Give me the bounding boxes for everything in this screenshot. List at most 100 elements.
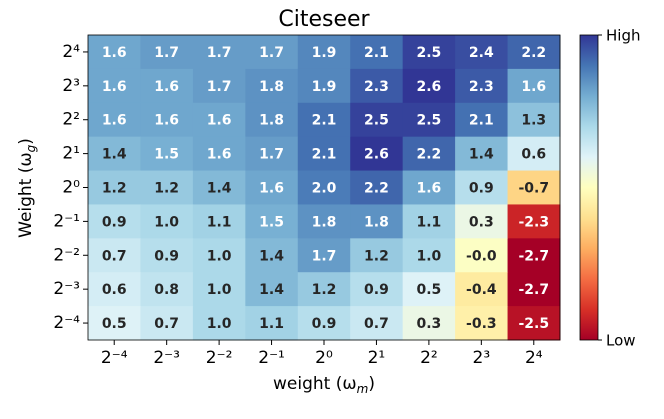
heatmap-cell [245,68,299,104]
cell-label: 1.6 [207,113,232,129]
cell-label: 1.8 [259,79,284,95]
cell-label: 0.9 [312,316,337,332]
heatmap-cell [245,238,299,273]
heatmap-cell [192,102,246,138]
colorbar [579,34,599,341]
y-tick-label: 2² [62,110,80,130]
x-tick-label: 2² [420,348,438,368]
cell-label: 1.1 [207,214,232,230]
y-label-main: Weight (ω [16,152,36,238]
cell-label: 2.4 [469,45,494,61]
cell-label: 1.2 [154,181,179,197]
cell-label: 2.2 [521,45,546,61]
cell-label: -2.7 [518,248,549,264]
heatmap-cell [350,68,404,104]
y-tick-label: 2⁰ [62,178,80,198]
heatmap-cell [88,136,141,172]
cell-label: 1.4 [259,248,284,264]
heatmap-cell [350,35,404,70]
cell-label: 2.3 [364,79,389,95]
cell-label: 0.9 [154,248,179,264]
heatmap-cell [455,272,509,307]
heatmap-cell [297,170,351,205]
heatmap-cell [402,238,456,273]
heatmap-cell [507,35,561,70]
x-tick-label: 2³ [473,348,491,368]
heatmap-cell [245,170,299,205]
cell-label: 1.7 [207,45,232,61]
heatmap-cell [297,136,351,172]
x-tick-label: 2⁻¹ [258,348,285,368]
cell-label: 1.4 [259,282,284,298]
cell-label: 0.9 [102,214,127,230]
cell-label: 1.2 [312,282,337,298]
heatmap-cell [507,238,561,273]
heatmap-cell [192,68,246,104]
cell-label: 1.7 [207,79,232,95]
cell-label: 2.3 [469,79,494,95]
heatmap-cell [350,306,404,341]
cell-label: 1.7 [259,45,284,61]
cell-label: 1.9 [312,45,337,61]
heatmap-cell [350,102,404,138]
heatmap-cell [402,204,456,239]
heatmap-cell [507,102,561,138]
y-tick-label: 2⁻² [53,245,80,265]
cell-label: 0.6 [102,282,127,298]
heatmap-cell [402,170,456,205]
heatmap-cell [402,35,456,70]
heatmap-cell [455,136,509,172]
cell-label: 1.0 [154,214,179,230]
heatmap-cell [507,170,561,205]
heatmap-cell [140,306,194,341]
cell-label: 1.1 [259,316,284,332]
heatmap-cell [88,238,141,273]
heatmap-cell [88,35,141,70]
cell-label: 2.1 [312,113,337,129]
cell-label: 1.2 [364,248,389,264]
cell-label: 2.6 [364,147,389,163]
y-tick-label: 2³ [62,76,80,96]
cell-label: 1.4 [207,181,232,197]
cell-label: 1.7 [312,248,337,264]
cell-label: 1.1 [416,214,441,230]
heatmap-cell [455,68,509,104]
y-label-sub: g [24,144,38,152]
heatmap-cell [350,170,404,205]
colorbar-low: Low [606,332,636,350]
heatmap-cell [297,306,351,341]
heatmap-cell [245,272,299,307]
heatmap-cell [297,35,351,70]
cell-label: 1.8 [259,113,284,129]
x-label-end: ) [368,374,375,394]
y-axis-label: Weight (ωg) [16,138,38,238]
heatmap-cell [140,68,194,104]
cell-label: 1.8 [312,214,337,230]
x-tick-label: 2⁰ [315,348,333,368]
x-tick-label: 2¹ [368,348,386,368]
heatmap-cell [88,204,141,239]
heatmap-cell [507,306,561,341]
heatmap-cell [245,35,299,70]
cell-label: 1.6 [102,79,127,95]
cell-label: 0.9 [364,282,389,298]
cell-label: 1.4 [102,147,127,163]
heatmap-cell [88,170,141,205]
cell-label: 2.2 [364,181,389,197]
heatmap-cell [455,306,509,341]
heatmap-cell [507,272,561,307]
cell-label: 1.6 [102,45,127,61]
cell-label: 1.4 [469,147,494,163]
cell-label: 1.6 [416,181,441,197]
cell-label: 2.5 [416,113,441,129]
y-tick-label: 2⁻⁴ [53,313,80,333]
cell-label: 2.1 [364,45,389,61]
x-label-main: weight (ω [273,374,357,394]
y-label-end: ) [16,138,36,145]
heatmap-cell [507,68,561,104]
heatmap-cell [350,272,404,307]
heatmap-cell [455,238,509,273]
cell-label: 1.6 [154,79,179,95]
cell-label: 1.0 [207,282,232,298]
cell-label: -0.3 [466,316,497,332]
